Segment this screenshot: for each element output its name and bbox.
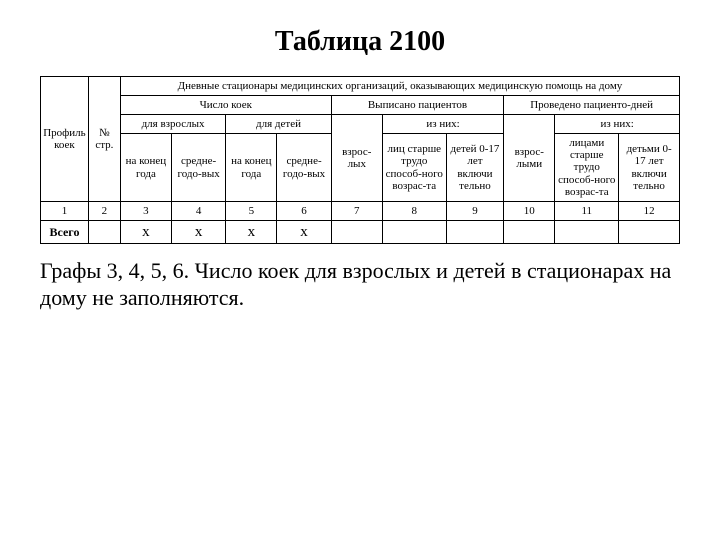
hdr-col9: детей 0-17 лет включи тельно: [446, 134, 504, 201]
total-row: Всего x x x x: [41, 220, 680, 244]
number-row: 1 2 3 4 5 6 7 8 9 10 11 12: [41, 201, 680, 220]
n7: 7: [331, 201, 382, 220]
data-table: Профиль коек № стр. Дневные стационары м…: [40, 76, 680, 244]
col-row-no: № стр.: [88, 77, 120, 202]
n8: 8: [382, 201, 446, 220]
n10: 10: [504, 201, 555, 220]
n11: 11: [555, 201, 619, 220]
top-header: Дневные стационары медицинских организац…: [120, 77, 679, 96]
hdr-adults: для взрослых: [120, 115, 225, 134]
n6: 6: [277, 201, 331, 220]
hdr-of-them-2: из них:: [555, 115, 680, 134]
n5: 5: [226, 201, 277, 220]
total-c3: x: [120, 220, 171, 244]
hdr-adults-col2: взрос-лыми: [504, 115, 555, 202]
n9: 9: [446, 201, 504, 220]
footnote: Графы 3, 4, 5, 6. Число коек для взрослы…: [40, 258, 680, 311]
n3: 3: [120, 201, 171, 220]
total-c5: x: [226, 220, 277, 244]
hdr-patient-days: Проведено пациенто-дней: [504, 96, 680, 115]
hdr-end-year-1: на конец года: [120, 134, 171, 201]
total-c8: [382, 220, 446, 244]
total-c12: [619, 220, 680, 244]
hdr-of-them-1: из них:: [382, 115, 503, 134]
col-profile: Профиль коек: [41, 77, 89, 202]
hdr-col12: детьми 0-17 лет включи тельно: [619, 134, 680, 201]
total-c2: [88, 220, 120, 244]
hdr-avg-year-2: средне-годо-вых: [277, 134, 331, 201]
n12: 12: [619, 201, 680, 220]
n4: 4: [171, 201, 225, 220]
total-label: Всего: [41, 220, 89, 244]
total-c11: [555, 220, 619, 244]
hdr-col8: лиц старше трудо способ-ного возрас-та: [382, 134, 446, 201]
hdr-col11: лицами старше трудо способ-ного возрас-т…: [555, 134, 619, 201]
n1: 1: [41, 201, 89, 220]
n2: 2: [88, 201, 120, 220]
hdr-children: для детей: [226, 115, 331, 134]
total-c7: [331, 220, 382, 244]
hdr-discharged: Выписано пациентов: [331, 96, 504, 115]
total-c6: x: [277, 220, 331, 244]
hdr-end-year-2: на конец года: [226, 134, 277, 201]
total-c4: x: [171, 220, 225, 244]
hdr-adults-col: взрос-лых: [331, 115, 382, 202]
hdr-beds: Число коек: [120, 96, 331, 115]
hdr-avg-year-1: средне-годо-вых: [171, 134, 225, 201]
page-title: Таблица 2100: [40, 26, 680, 58]
total-c10: [504, 220, 555, 244]
total-c9: [446, 220, 504, 244]
